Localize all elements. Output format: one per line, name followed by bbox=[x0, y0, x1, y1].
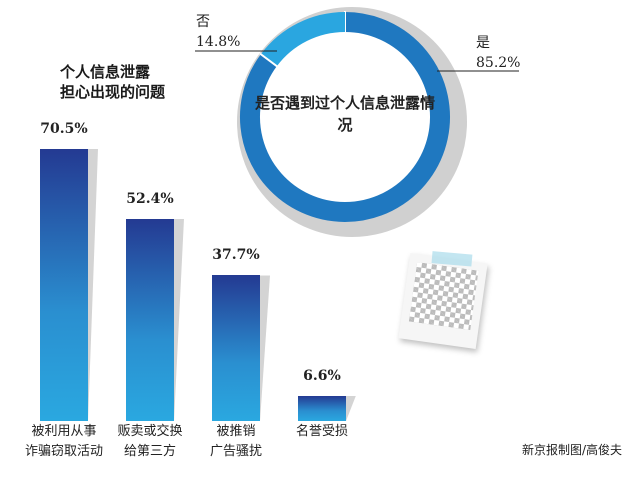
credit: 新京报制图/高俊夫 bbox=[521, 443, 622, 457]
bar-title-line-2: 担心出现的问题 bbox=[60, 83, 166, 101]
donut-slice-no bbox=[260, 12, 346, 67]
bar-value-label: 6.6% bbox=[303, 367, 341, 384]
bar-category-label: 被推销 广告骚扰 bbox=[186, 422, 286, 462]
bar-shadow bbox=[174, 218, 184, 421]
bar-title-line-1: 个人信息泄露 bbox=[60, 63, 151, 81]
donut-separator bbox=[259, 52, 279, 68]
bar-category-line: 给第三方 bbox=[123, 444, 176, 459]
bar bbox=[298, 395, 346, 421]
bar-category-line: 广告骚扰 bbox=[209, 444, 262, 459]
pie-label-yes: 是 85.2% bbox=[476, 33, 520, 73]
bar-category-label: 名誉受损 bbox=[272, 422, 372, 442]
bar bbox=[212, 275, 260, 421]
bar-category-line: 被推销 bbox=[216, 424, 256, 439]
bar-category-line: 名誉受损 bbox=[295, 424, 348, 439]
bar-category-line: 被利用从事 bbox=[31, 424, 97, 439]
pie-value-no: 14.8% bbox=[196, 34, 241, 50]
pie-category-yes: 是 bbox=[476, 35, 490, 51]
pie-category-no: 否 bbox=[196, 14, 210, 30]
pie-value-yes: 85.2% bbox=[476, 55, 521, 71]
bar bbox=[126, 218, 174, 421]
pie-label-no: 否 14.8% bbox=[196, 12, 240, 52]
bar-shadow bbox=[346, 395, 356, 421]
bar bbox=[40, 148, 88, 421]
bar-value-label: 70.5% bbox=[40, 120, 88, 137]
bar-shadow bbox=[88, 148, 98, 421]
bar-value-label: 37.7% bbox=[212, 247, 260, 264]
bar-chart-title: 个人信息泄露 担心出现的问题 bbox=[60, 62, 165, 102]
bar-shadow bbox=[260, 275, 270, 421]
bar-category-label: 被利用从事诈骗窃取活动 bbox=[14, 422, 114, 462]
photo-placeholder-icon bbox=[398, 251, 488, 350]
bar-category-label: 贩卖或交换 给第三方 bbox=[100, 422, 200, 462]
donut-title: 是否遇到过个人信息泄露情况 bbox=[255, 94, 436, 134]
bar-category-line: 贩卖或交换 bbox=[117, 424, 183, 439]
bar-category-line: 诈骗窃取活动 bbox=[24, 444, 103, 459]
donut-slice-yes bbox=[240, 12, 450, 222]
bar-value-label: 52.4% bbox=[126, 190, 174, 207]
